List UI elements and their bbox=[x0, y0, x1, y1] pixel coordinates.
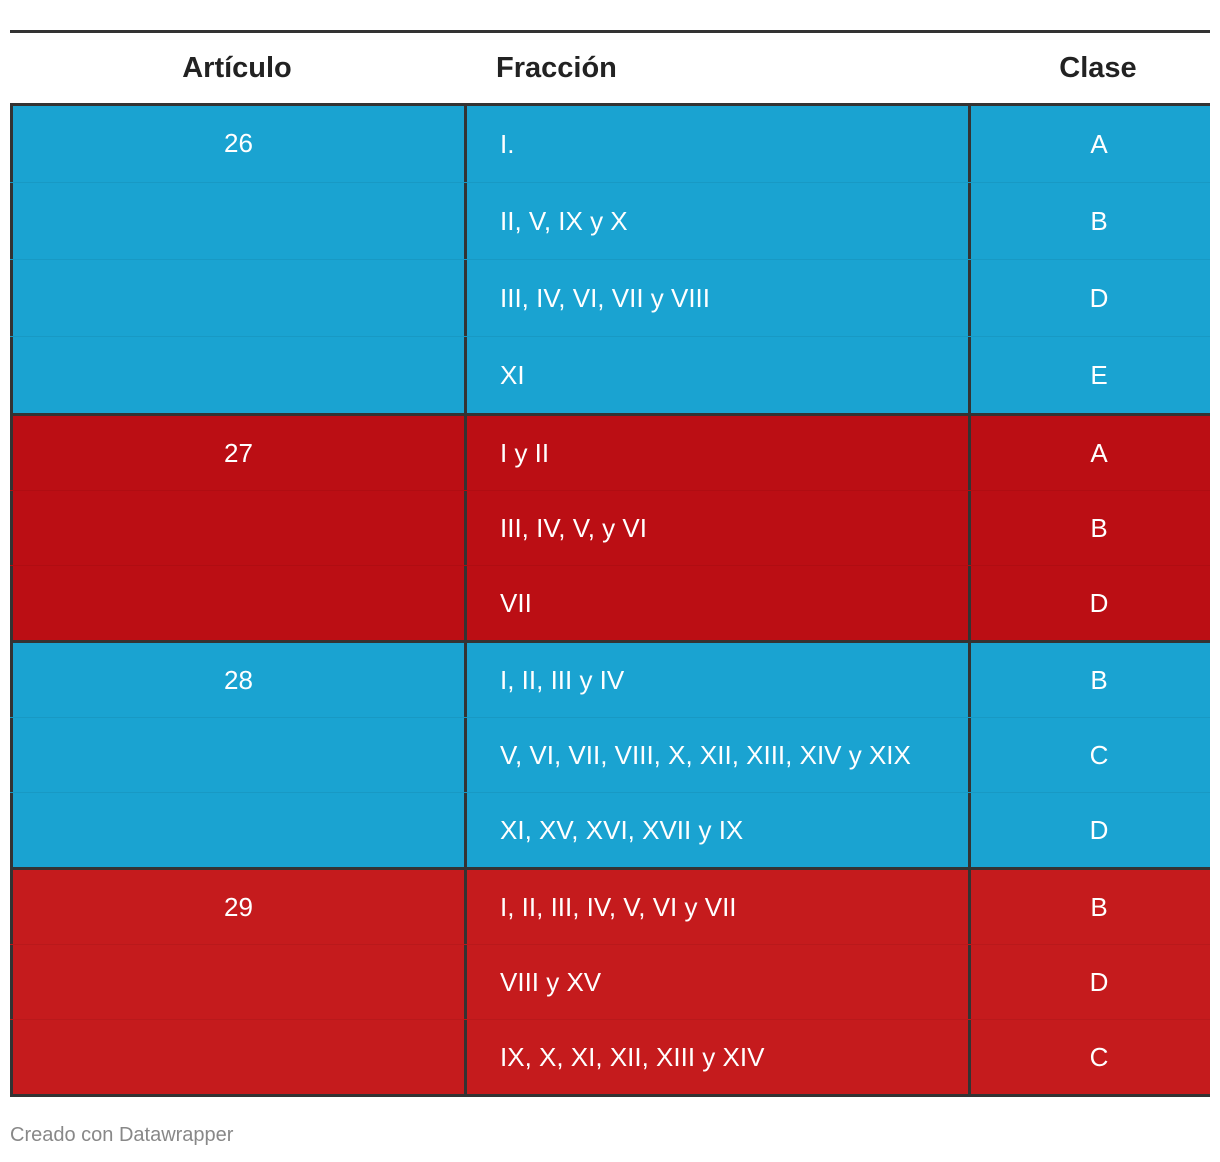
datawrapper-credit: Creado con Datawrapper bbox=[10, 1124, 234, 1146]
header-articulo[interactable]: Artículo bbox=[182, 52, 292, 84]
cell-clase: C bbox=[1089, 1041, 1109, 1072]
cell-fraccion: I, II, III y IV bbox=[464, 643, 971, 717]
cell-fraccion: I, II, III, IV, V, VI y VII bbox=[464, 870, 971, 944]
table-row: II, V, IX y X B bbox=[10, 182, 1210, 259]
header-fraccion[interactable]: Fracción bbox=[496, 52, 617, 84]
cell-fraccion: III, IV, VI, VII y VIII bbox=[464, 260, 971, 336]
cell-articulo bbox=[10, 566, 464, 640]
table-row: 29 I, II, III, IV, V, VI y VII B bbox=[10, 870, 1210, 944]
cell-articulo bbox=[10, 718, 464, 792]
cell-articulo: 27 bbox=[10, 416, 464, 490]
table-row: XI, XV, XVI, XVII y IX D bbox=[10, 792, 1210, 867]
cell-fraccion: II, V, IX y X bbox=[464, 183, 971, 259]
cell-fraccion: VIII y XV bbox=[464, 945, 971, 1019]
cell-clase: A bbox=[1090, 128, 1108, 159]
cell-articulo: 28 bbox=[10, 643, 464, 717]
table-row: V, VI, VII, VIII, X, XII, XIII, XIV y XI… bbox=[10, 717, 1210, 792]
table-row: VIII y XV D bbox=[10, 944, 1210, 1019]
cell-articulo: 29 bbox=[10, 870, 464, 944]
cell-fraccion: XI, XV, XVI, XVII y IX bbox=[464, 793, 971, 867]
cell-articulo bbox=[10, 337, 464, 413]
cell-clase: D bbox=[1089, 282, 1109, 313]
cell-clase: D bbox=[1089, 587, 1109, 618]
table-body: 26 I. A II, V, IX y X B III, IV, VI, VII y VI… bbox=[10, 106, 1210, 1097]
table-row: XI E bbox=[10, 336, 1210, 413]
cell-articulo bbox=[10, 183, 464, 259]
cell-articulo bbox=[10, 945, 464, 1019]
article-group: 28 I, II, III y IV B V, VI, VII, VIII, X, X… bbox=[10, 643, 1210, 870]
cell-clase: D bbox=[1089, 814, 1109, 845]
header-clase[interactable]: Clase bbox=[1059, 52, 1137, 84]
cell-articulo bbox=[10, 491, 464, 565]
cell-clase: D bbox=[1089, 966, 1109, 997]
cell-fraccion: V, VI, VII, VIII, X, XII, XIII, XIV y XI… bbox=[464, 718, 971, 792]
cell-clase: B bbox=[1090, 205, 1108, 236]
table-row: III, IV, V, y VI B bbox=[10, 490, 1210, 565]
article-group: 27 I y II A III, IV, V, y VI B VII D bbox=[10, 416, 1210, 643]
top-rule bbox=[10, 30, 1210, 33]
cell-clase: A bbox=[1090, 437, 1108, 468]
table-header: Artículo Fracción Clase bbox=[10, 33, 1210, 106]
data-table: Artículo Fracción Clase 26 I. A II, V, IX y… bbox=[10, 30, 1210, 1097]
article-group: 26 I. A II, V, IX y X B III, IV, VI, VII y VI… bbox=[10, 106, 1210, 416]
cell-articulo bbox=[10, 260, 464, 336]
cell-fraccion: XI bbox=[464, 337, 971, 413]
cell-fraccion: I. bbox=[464, 106, 971, 182]
table-row: VII D bbox=[10, 565, 1210, 640]
cell-clase: B bbox=[1090, 891, 1108, 922]
table-row: 26 I. A bbox=[10, 106, 1210, 182]
cell-fraccion: III, IV, V, y VI bbox=[464, 491, 971, 565]
cell-clase: B bbox=[1090, 664, 1108, 695]
cell-fraccion: I y II bbox=[464, 416, 971, 490]
cell-clase: E bbox=[1090, 359, 1108, 390]
article-group: 29 I, II, III, IV, V, VI y VII B VIII y XV D… bbox=[10, 870, 1210, 1097]
cell-clase: C bbox=[1089, 739, 1109, 770]
table-row: IX, X, XI, XII, XIII y XIV C bbox=[10, 1019, 1210, 1094]
cell-fraccion: IX, X, XI, XII, XIII y XIV bbox=[464, 1020, 971, 1094]
cell-articulo: 26 bbox=[10, 106, 464, 182]
cell-articulo bbox=[10, 793, 464, 867]
table-row: III, IV, VI, VII y VIII D bbox=[10, 259, 1210, 336]
cell-articulo bbox=[10, 1020, 464, 1094]
cell-fraccion: VII bbox=[464, 566, 971, 640]
table-row: 28 I, II, III y IV B bbox=[10, 643, 1210, 717]
cell-clase: B bbox=[1090, 512, 1108, 543]
table-row: 27 I y II A bbox=[10, 416, 1210, 490]
